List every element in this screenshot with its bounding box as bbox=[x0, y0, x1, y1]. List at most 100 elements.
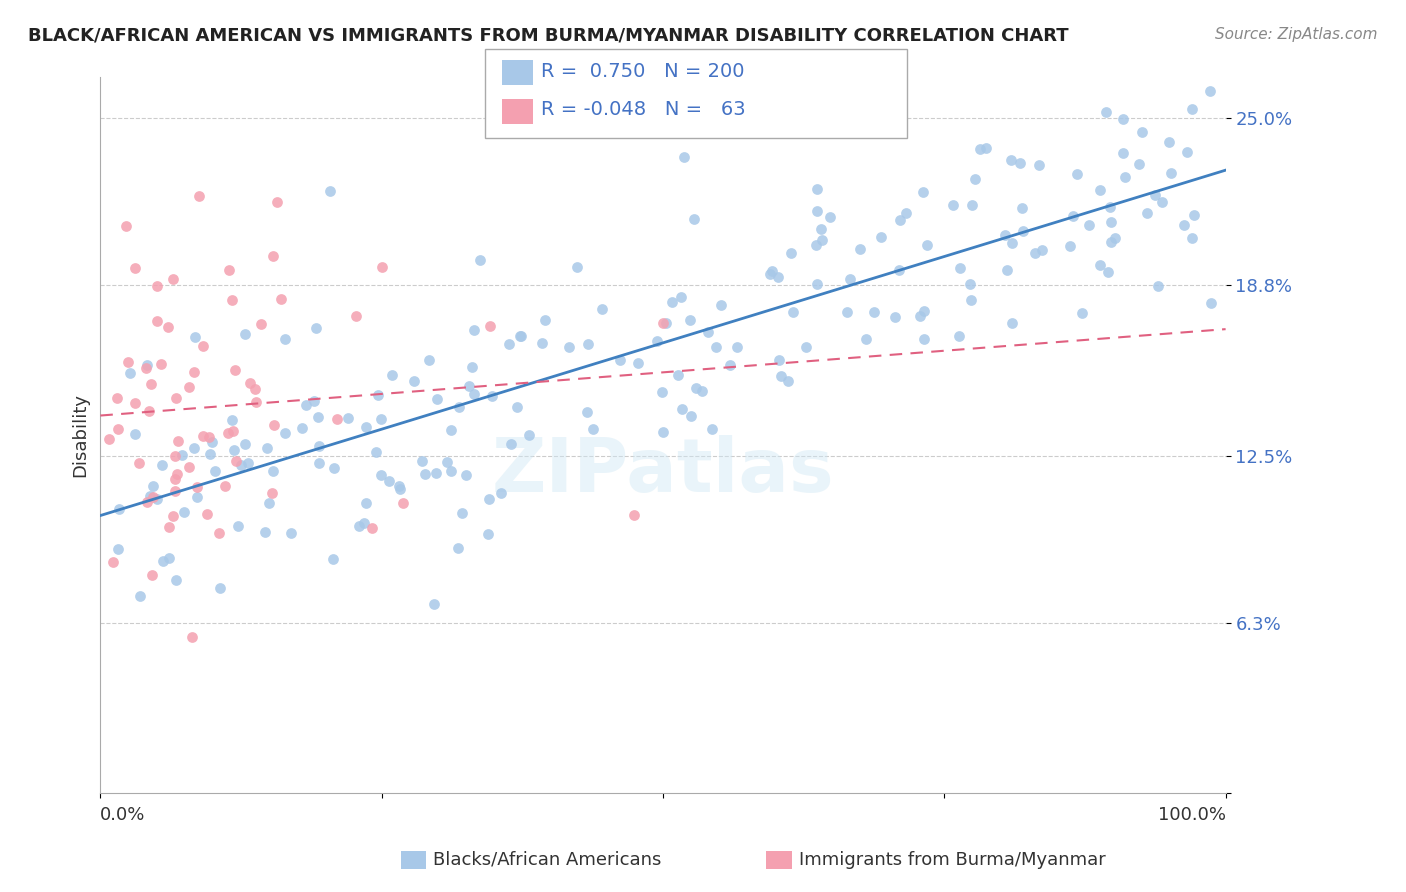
Point bbox=[221, 293, 243, 308]
Point bbox=[181, 630, 204, 644]
Point bbox=[326, 412, 349, 426]
Point bbox=[509, 329, 531, 343]
Point bbox=[236, 456, 259, 470]
Point bbox=[1114, 170, 1136, 185]
Point bbox=[478, 492, 501, 507]
Point bbox=[186, 480, 208, 494]
Point bbox=[1000, 153, 1022, 168]
Point bbox=[166, 467, 188, 481]
Point bbox=[870, 230, 893, 244]
Point bbox=[354, 420, 377, 434]
Point bbox=[295, 399, 318, 413]
Point bbox=[162, 272, 184, 286]
Point bbox=[1071, 306, 1094, 320]
Point bbox=[994, 228, 1017, 243]
Point bbox=[912, 303, 935, 318]
Point bbox=[1059, 239, 1081, 253]
Point bbox=[165, 573, 187, 587]
Point bbox=[423, 597, 446, 611]
Point bbox=[361, 521, 384, 535]
Point bbox=[356, 495, 378, 509]
Point bbox=[1099, 215, 1122, 229]
Point bbox=[591, 301, 613, 316]
Point bbox=[1095, 105, 1118, 120]
Point bbox=[565, 260, 588, 275]
Point bbox=[849, 242, 872, 256]
Point bbox=[366, 444, 388, 458]
Point bbox=[447, 541, 470, 556]
Point bbox=[135, 359, 157, 373]
Point bbox=[391, 496, 413, 510]
Point bbox=[388, 483, 411, 497]
Point bbox=[911, 186, 934, 200]
Point bbox=[1136, 206, 1159, 220]
Point bbox=[256, 441, 278, 455]
Text: Immigrants from Burma/Myanmar: Immigrants from Burma/Myanmar bbox=[799, 851, 1105, 869]
Point bbox=[337, 410, 360, 425]
Point bbox=[436, 455, 458, 469]
Point bbox=[191, 428, 214, 442]
Point bbox=[165, 449, 187, 463]
Point bbox=[322, 552, 344, 566]
Point bbox=[811, 233, 834, 247]
Point bbox=[150, 458, 173, 473]
Point bbox=[388, 478, 411, 492]
Point bbox=[198, 447, 221, 461]
Point bbox=[344, 309, 367, 323]
Point bbox=[995, 263, 1018, 277]
Point bbox=[243, 382, 266, 396]
Point bbox=[129, 589, 152, 603]
Point bbox=[378, 474, 401, 488]
Point bbox=[197, 430, 219, 444]
Point bbox=[370, 412, 392, 426]
Point bbox=[481, 389, 503, 403]
Point bbox=[887, 262, 910, 277]
Point bbox=[353, 516, 375, 530]
Point bbox=[142, 490, 165, 504]
Point bbox=[959, 293, 981, 307]
Point bbox=[810, 221, 832, 235]
Point bbox=[1150, 195, 1173, 210]
Point bbox=[654, 316, 676, 330]
Point bbox=[166, 391, 188, 405]
Point bbox=[623, 508, 645, 522]
Point bbox=[270, 292, 292, 306]
Point bbox=[685, 381, 707, 395]
Point bbox=[915, 238, 938, 252]
Point bbox=[97, 432, 120, 446]
Point bbox=[835, 305, 858, 319]
Point bbox=[965, 172, 987, 186]
Point bbox=[146, 279, 169, 293]
Point bbox=[139, 377, 162, 392]
Point bbox=[157, 550, 180, 565]
Point bbox=[806, 277, 828, 291]
Point bbox=[152, 554, 174, 568]
Point bbox=[969, 142, 991, 156]
Point bbox=[142, 479, 165, 493]
Point bbox=[651, 384, 673, 399]
Point bbox=[912, 332, 935, 346]
Point bbox=[208, 526, 231, 541]
Point bbox=[217, 426, 239, 441]
Point bbox=[533, 313, 555, 327]
Point bbox=[221, 413, 243, 427]
Point bbox=[138, 404, 160, 418]
Point bbox=[257, 496, 280, 510]
Point bbox=[124, 396, 146, 410]
Text: Source: ZipAtlas.com: Source: ZipAtlas.com bbox=[1215, 27, 1378, 42]
Point bbox=[889, 213, 911, 227]
Point bbox=[167, 434, 190, 448]
Point bbox=[463, 323, 485, 337]
Point bbox=[128, 457, 150, 471]
Point bbox=[855, 332, 877, 346]
Point bbox=[177, 380, 200, 394]
Point bbox=[426, 392, 449, 407]
Point bbox=[1175, 145, 1198, 159]
Point bbox=[510, 329, 533, 343]
Point bbox=[146, 313, 169, 327]
Point bbox=[124, 427, 146, 442]
Point bbox=[201, 435, 224, 450]
Text: R = -0.048   N =   63: R = -0.048 N = 63 bbox=[541, 100, 747, 120]
Point bbox=[820, 210, 842, 224]
Point bbox=[162, 509, 184, 524]
